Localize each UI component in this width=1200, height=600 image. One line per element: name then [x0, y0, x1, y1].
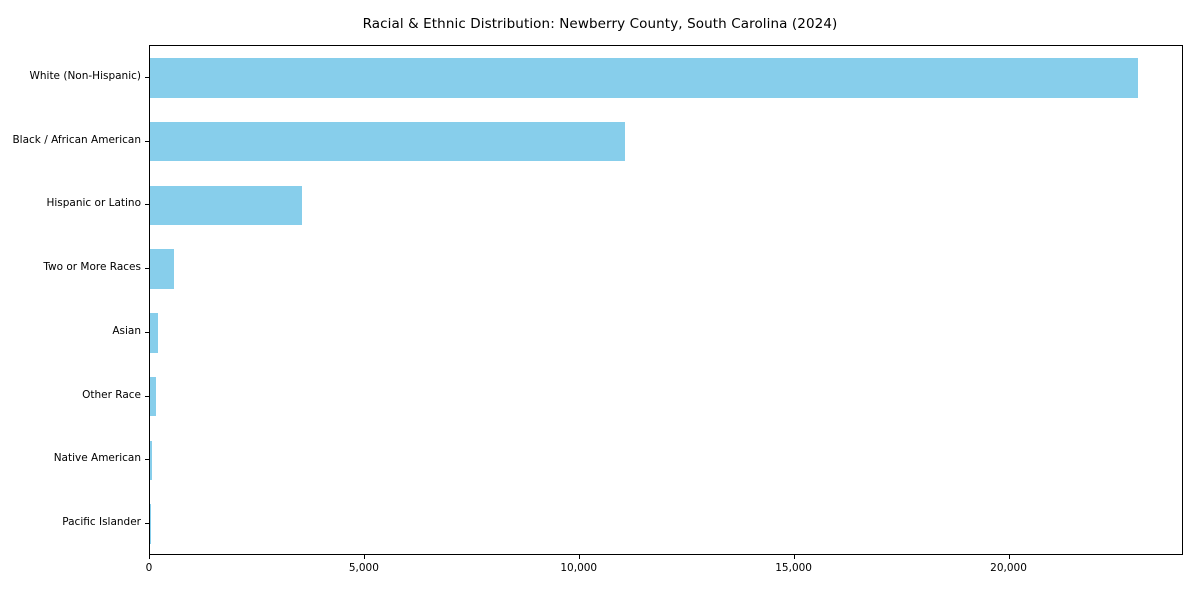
y-tick-label: White (Non-Hispanic) [29, 69, 141, 82]
x-tick-mark [363, 555, 365, 559]
y-tick-label: Two or More Races [43, 261, 141, 274]
x-tick-mark [793, 555, 795, 559]
x-tick-label: 15,000 [775, 562, 812, 574]
y-tick-mark [145, 76, 149, 78]
y-tick-mark [145, 523, 149, 525]
chart-title: Racial & Ethnic Distribution: Newberry C… [362, 16, 838, 32]
x-tick-label: 0 [145, 562, 153, 574]
y-tick-mark [145, 331, 149, 333]
y-tick-mark [145, 140, 149, 142]
bars-layer [150, 46, 1182, 554]
plot-area [149, 45, 1183, 555]
y-tick-mark [145, 268, 149, 270]
x-tick-mark [1008, 555, 1010, 559]
y-tick-label: Hispanic or Latino [46, 197, 141, 210]
bar [150, 376, 157, 417]
x-tick-label: 10,000 [560, 562, 598, 574]
x-tick-label: 5,000 [348, 562, 379, 574]
y-tick-label: Pacific Islander [62, 516, 141, 529]
bar [150, 249, 175, 289]
y-tick-label: Black / African American [12, 133, 141, 146]
y-tick-label: Other Race [82, 388, 141, 401]
bar [150, 440, 152, 481]
x-tick-label: 20,000 [990, 562, 1027, 574]
y-tick-label: Asian [112, 324, 141, 337]
x-tick-mark [149, 555, 151, 559]
y-tick-mark [145, 395, 149, 397]
y-tick-label: Native American [53, 452, 141, 465]
bar [150, 58, 1139, 98]
y-tick-mark [145, 204, 149, 206]
bar [150, 121, 626, 162]
x-tick-mark [578, 555, 580, 559]
y-tick-mark [145, 459, 149, 461]
bar [150, 313, 159, 353]
bar [150, 504, 151, 544]
bar [150, 185, 303, 226]
